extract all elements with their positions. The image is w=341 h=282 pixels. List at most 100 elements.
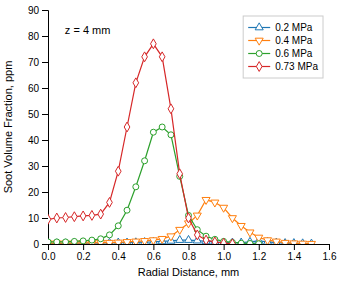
marker <box>168 132 174 138</box>
legend-item: 0.2 MPa <box>248 22 313 33</box>
tick-label: 10 <box>28 213 40 224</box>
tick-mark <box>42 114 48 115</box>
marker <box>220 205 228 212</box>
marker <box>237 223 245 230</box>
marker <box>72 212 78 222</box>
tick: 80 <box>28 31 48 42</box>
marker <box>212 237 218 244</box>
tick-mark <box>224 244 225 250</box>
marker <box>142 158 148 164</box>
marker <box>272 239 280 244</box>
marker <box>264 237 272 244</box>
series-line <box>48 44 232 244</box>
marker <box>150 129 156 135</box>
marker <box>290 241 298 244</box>
tick-label: 50 <box>28 109 40 120</box>
marker <box>98 209 104 219</box>
marker <box>149 238 157 244</box>
marker <box>63 213 69 223</box>
chart: 0.00.20.40.60.81.01.21.41.60102030405060… <box>0 0 341 282</box>
y-axis-title: Soot Volume Fraction, ppm <box>2 61 14 194</box>
marker <box>149 237 157 244</box>
marker <box>133 78 139 88</box>
marker <box>177 169 183 179</box>
marker <box>307 241 315 244</box>
tick: 40 <box>28 135 48 146</box>
tick-mark <box>118 244 119 250</box>
x-axis-title: Radial Distance, mm <box>138 266 239 278</box>
tick-mark <box>42 10 48 11</box>
tick: 0.4 <box>112 244 126 262</box>
marker <box>141 239 149 244</box>
marker <box>70 239 78 244</box>
marker <box>256 241 262 244</box>
marker <box>80 238 86 244</box>
tick-mark <box>83 244 84 250</box>
tick: 10 <box>28 213 48 224</box>
marker <box>281 240 289 244</box>
tick-label: 80 <box>28 31 40 42</box>
series-markers <box>48 39 235 244</box>
legend-label: 0.2 MPa <box>275 22 313 33</box>
tick: 1.6 <box>323 244 337 262</box>
marker <box>89 210 95 220</box>
marker <box>247 240 253 244</box>
marker <box>114 240 122 244</box>
legend-marker <box>256 62 262 72</box>
tick-mark <box>42 62 48 63</box>
legend-label: 0.73 MPa <box>275 61 318 72</box>
tick: 0.0 <box>42 244 56 262</box>
marker <box>89 237 95 243</box>
plot: 0.00.20.40.60.81.01.21.41.60102030405060… <box>28 5 337 262</box>
tick-mark <box>42 218 48 219</box>
axis-line <box>49 245 330 251</box>
marker <box>63 239 69 244</box>
tick-mark <box>42 244 48 245</box>
tick: 0 <box>33 239 48 250</box>
marker <box>176 235 184 242</box>
legend-item: 0.6 MPa <box>248 48 313 59</box>
tick-label: 60 <box>28 83 40 94</box>
tick: 70 <box>28 57 48 68</box>
marker <box>176 227 184 234</box>
marker <box>48 214 51 224</box>
tick-mark <box>42 140 48 141</box>
marker <box>115 166 121 176</box>
marker <box>54 239 60 244</box>
axis-line <box>42 11 49 245</box>
series-line <box>48 127 259 244</box>
tick: 1.2 <box>252 244 266 262</box>
marker <box>228 216 236 223</box>
marker <box>133 184 139 190</box>
marker <box>246 230 254 237</box>
tick: 0.2 <box>77 244 91 262</box>
tick: 20 <box>28 187 48 198</box>
annotation: z = 4 mm <box>65 24 111 36</box>
legend-marker <box>256 51 262 57</box>
tick-label: 1.2 <box>252 251 266 262</box>
tick-label: 30 <box>28 161 40 172</box>
tick-label: 20 <box>28 187 40 198</box>
tick-label: 1.4 <box>287 251 301 262</box>
series-markers <box>48 197 315 244</box>
legend-item: 0.73 MPa <box>248 61 318 72</box>
marker <box>54 213 60 223</box>
marker <box>124 122 130 132</box>
tick-mark <box>294 244 295 250</box>
marker <box>48 239 51 244</box>
series-line <box>48 200 311 244</box>
tick-mark <box>329 244 330 250</box>
tick-mark <box>259 244 260 250</box>
tick-label: 0.0 <box>42 251 56 262</box>
marker <box>264 238 272 244</box>
marker <box>98 236 104 242</box>
marker <box>80 211 86 221</box>
tick: 50 <box>28 109 48 120</box>
tick-mark <box>189 244 190 250</box>
marker <box>186 213 192 223</box>
tick: 1.4 <box>287 244 301 262</box>
tick: 60 <box>28 83 48 94</box>
legend-marker <box>255 23 263 30</box>
marker <box>115 223 121 229</box>
marker <box>299 241 307 244</box>
